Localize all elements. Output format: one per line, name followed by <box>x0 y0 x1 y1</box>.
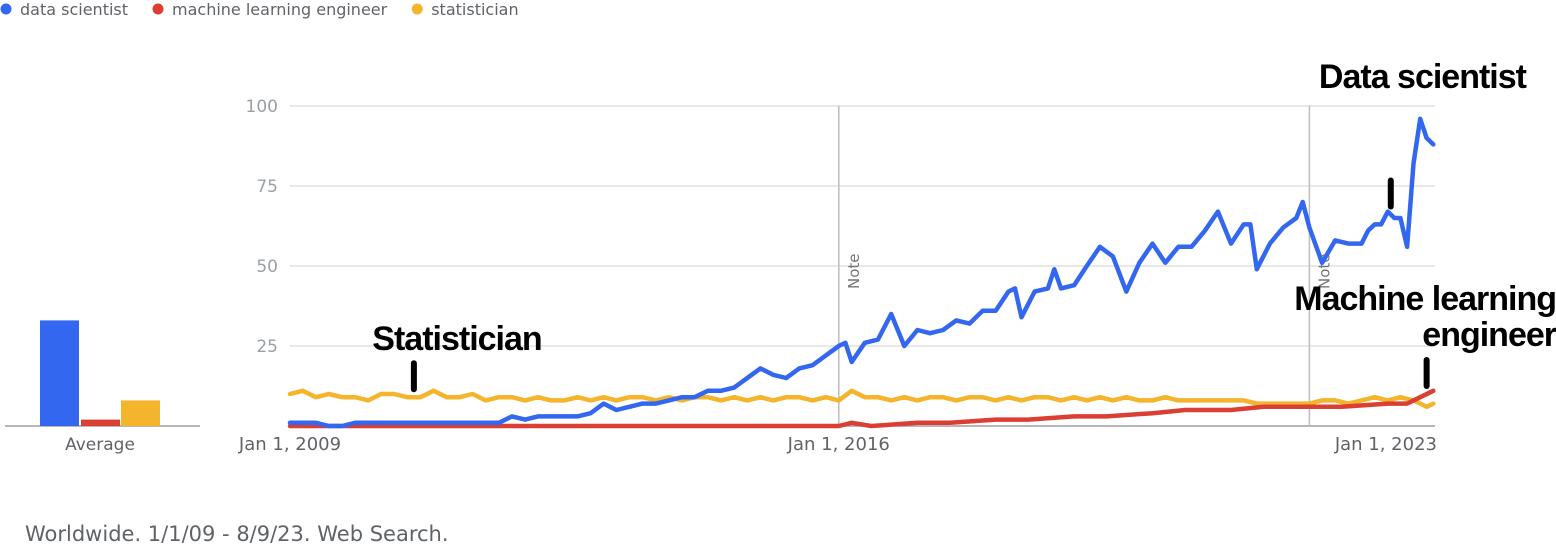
series-line-machine-learning-engineer <box>287 388 1436 429</box>
legend-dot-0 <box>0 3 12 15</box>
legend-label-0: data scientist <box>20 0 128 19</box>
average-bar-statistician <box>121 400 160 426</box>
x-tick-label-1: Jan 1, 2016 <box>787 434 890 455</box>
x-tick-label-2: Jan 1, 2023 <box>1334 434 1437 455</box>
series-line-data-scientist <box>287 116 1436 429</box>
legend-label-1: machine learning engineer <box>172 0 388 19</box>
y-tick-label-25: 25 <box>256 337 278 357</box>
annotation-2-line-0: Machine learning <box>1294 280 1556 318</box>
x-tick-label-0: Jan 1, 2009 <box>238 434 341 455</box>
average-label: Average <box>65 435 135 455</box>
average-bar-machine-learning-engineer <box>81 419 120 426</box>
annotation-2-line-1: engineer <box>1422 316 1556 354</box>
legend-dot-1 <box>152 3 164 15</box>
average-bar-data-scientist <box>40 320 79 426</box>
note-label-0: Note <box>845 253 863 289</box>
annotation-0-line-0: Statistician <box>372 320 541 358</box>
y-tick-label-100: 100 <box>246 97 278 117</box>
series-line-statistician <box>287 388 1436 410</box>
footer-text: Worldwide. 1/1/09 - 8/9/23. Web Search. <box>25 522 449 546</box>
annotation-1-line-0: Data scientist <box>1319 58 1527 96</box>
y-tick-label-75: 75 <box>256 177 278 197</box>
legend-dot-2 <box>411 3 423 15</box>
legend-label-2: statistician <box>431 0 518 19</box>
y-tick-label-50: 50 <box>256 257 278 277</box>
